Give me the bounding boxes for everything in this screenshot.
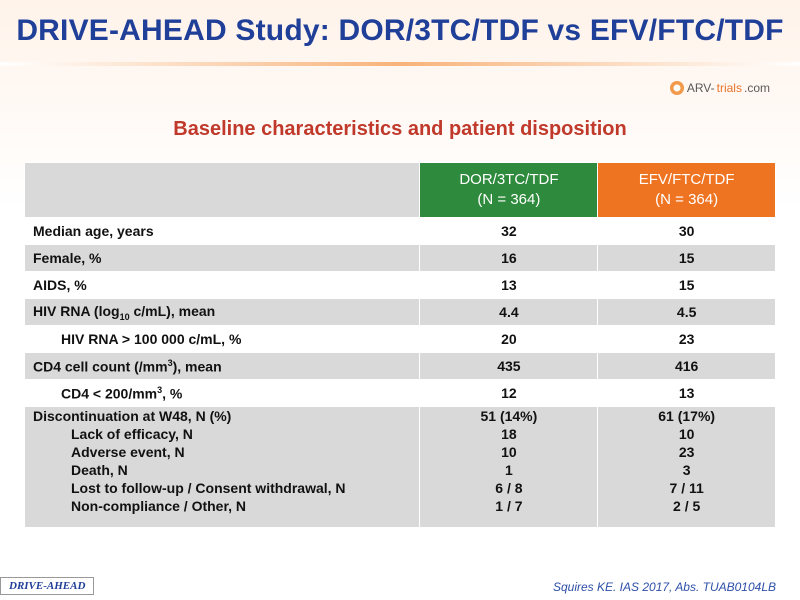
arv-trials-logo: ARV-trials .com bbox=[669, 80, 770, 96]
row-label: Female, % bbox=[23, 244, 421, 272]
efv-value: 7 / 11 bbox=[669, 480, 704, 496]
header-efv-arm: EFV/FTC/TDF (N = 364) bbox=[597, 162, 776, 218]
efv-value: 10 bbox=[678, 426, 695, 442]
row-label: CD4 < 200/mm3, % bbox=[23, 379, 421, 407]
discontinuation-labels: Discontinuation at W48, N (%) Lack of ef… bbox=[23, 406, 421, 528]
dor-value: 4.4 bbox=[419, 298, 599, 326]
efv-value: 23 bbox=[597, 325, 776, 353]
label-text: c/mL), mean bbox=[129, 302, 216, 319]
table-row: CD4 cell count (/mm3), mean 435 416 bbox=[23, 352, 776, 380]
table-header-row: DOR/3TC/TDF (N = 364) EFV/FTC/TDF (N = 3… bbox=[23, 162, 776, 218]
dor-value: 12 bbox=[419, 379, 599, 407]
table-row: CD4 < 200/mm3, % 12 13 bbox=[23, 379, 776, 407]
dor-value: 13 bbox=[419, 271, 599, 299]
row-label: HIV RNA (log10 c/mL), mean bbox=[23, 298, 421, 326]
header-dor-name: DOR/3TC/TDF bbox=[459, 171, 559, 188]
label-text: CD4 cell count (/mm bbox=[33, 358, 168, 375]
study-footer-label: DRIVE-AHEAD bbox=[0, 577, 95, 595]
efv-discontinuation-values: 61 (17%) 10 23 3 7 / 11 2 / 5 bbox=[597, 406, 776, 528]
sub-label-non-compliance: Non-compliance / Other, N bbox=[71, 498, 247, 514]
dor-value: 18 bbox=[501, 426, 517, 442]
efv-value: 30 bbox=[597, 217, 776, 245]
header-efv-n: (N = 364) bbox=[655, 191, 719, 208]
title-divider bbox=[0, 62, 800, 66]
row-label: Median age, years bbox=[23, 217, 421, 245]
efv-value: 15 bbox=[597, 244, 776, 272]
discontinuation-row: Discontinuation at W48, N (%) Lack of ef… bbox=[23, 406, 776, 528]
header-dor-arm: DOR/3TC/TDF (N = 364) bbox=[419, 162, 599, 218]
label-text: HIV RNA (log bbox=[33, 302, 120, 319]
label-superscript: 3 bbox=[157, 384, 163, 395]
header-blank-cell bbox=[23, 162, 421, 218]
slide-title: DRIVE-AHEAD Study: DOR/3TC/TDF vs EFV/FT… bbox=[16, 14, 784, 47]
dor-value: 10 bbox=[501, 444, 517, 460]
efv-value: 2 / 5 bbox=[673, 498, 701, 514]
sub-label-lost-to-follow-up: Lost to follow-up / Consent withdrawal, … bbox=[71, 480, 346, 496]
logo-text-accent: trials bbox=[716, 81, 742, 95]
logo-mark-icon bbox=[669, 81, 684, 95]
header-dor-n: (N = 364) bbox=[477, 191, 541, 208]
table-row: Female, % 16 15 bbox=[23, 244, 776, 272]
discontinuation-label: Discontinuation at W48, N (%) bbox=[33, 408, 232, 424]
table-row: HIV RNA (log10 c/mL), mean 4.4 4.5 bbox=[23, 298, 776, 326]
logo-text-suffix: .com bbox=[743, 81, 770, 95]
dor-value: 20 bbox=[419, 325, 599, 353]
citation: Squires KE. IAS 2017, Abs. TUAB0104LB bbox=[552, 580, 776, 594]
efv-value: 3 bbox=[682, 462, 691, 478]
row-label: CD4 cell count (/mm3), mean bbox=[23, 352, 421, 380]
slide-subtitle: Baseline characteristics and patient dis… bbox=[173, 118, 627, 140]
baseline-table: DOR/3TC/TDF (N = 364) EFV/FTC/TDF (N = 3… bbox=[23, 162, 776, 528]
dor-value: 6 / 8 bbox=[495, 480, 523, 496]
dor-value: 32 bbox=[419, 217, 599, 245]
row-label: HIV RNA > 100 000 c/mL, % bbox=[23, 325, 421, 353]
header-efv-name: EFV/FTC/TDF bbox=[638, 171, 735, 188]
table-row: AIDS, % 13 15 bbox=[23, 271, 776, 299]
efv-value: 4.5 bbox=[597, 298, 776, 326]
dor-value: 435 bbox=[419, 352, 599, 380]
dor-value: 1 bbox=[505, 462, 513, 478]
sub-label-lack-of-efficacy: Lack of efficacy, N bbox=[71, 426, 193, 442]
efv-total: 61 (17%) bbox=[658, 408, 716, 424]
efv-value: 23 bbox=[678, 444, 695, 460]
efv-value: 15 bbox=[597, 271, 776, 299]
label-superscript: 3 bbox=[167, 357, 173, 368]
sub-label-death: Death, N bbox=[71, 462, 128, 478]
efv-value: 13 bbox=[597, 379, 776, 407]
label-subscript: 10 bbox=[119, 311, 130, 322]
label-text: CD4 < 200/mm bbox=[61, 385, 158, 402]
label-text: , % bbox=[162, 385, 183, 402]
dor-discontinuation-values: 51 (14%) 18 10 1 6 / 8 1 / 7 bbox=[419, 406, 599, 528]
label-text: ), mean bbox=[172, 358, 222, 375]
efv-value: 416 bbox=[597, 352, 776, 380]
table-row: HIV RNA > 100 000 c/mL, % 20 23 bbox=[23, 325, 776, 353]
table-row: Median age, years 32 30 bbox=[23, 217, 776, 245]
dor-value: 1 / 7 bbox=[495, 498, 523, 514]
row-label: AIDS, % bbox=[23, 271, 421, 299]
sub-label-adverse-event: Adverse event, N bbox=[71, 444, 185, 460]
dor-total: 51 (14%) bbox=[480, 408, 538, 424]
dor-value: 16 bbox=[419, 244, 599, 272]
logo-text-prefix: ARV- bbox=[686, 81, 715, 95]
